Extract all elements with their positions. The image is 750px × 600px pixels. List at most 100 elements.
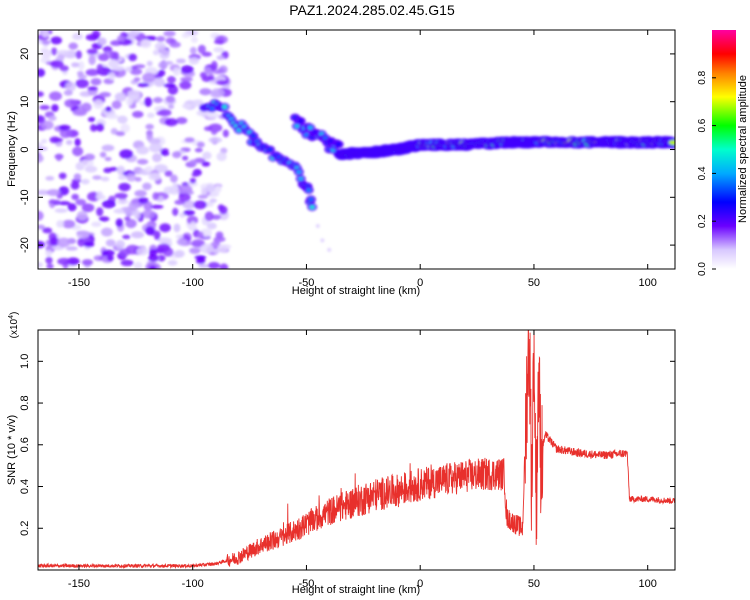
spectrogram-noise-blob <box>181 103 192 109</box>
spectrogram-noise-blob <box>146 112 155 118</box>
snr-x-tick-label: -150 <box>68 578 90 590</box>
spectrogram-noise-blob <box>152 153 162 163</box>
spectrogram-noise-blob <box>142 182 152 191</box>
spectrogram-noise-blob <box>38 68 46 77</box>
spectrogram-noise-blob <box>49 237 60 247</box>
spectrogram-noise-blob <box>213 69 222 75</box>
spectrogram-noise-blob <box>66 257 80 266</box>
snr-y-tick-label: 0.6 <box>19 437 31 452</box>
spectrogram-noise-blob <box>134 190 147 197</box>
spectrogram-noise-blob <box>189 221 197 230</box>
spectrogram-noise-blob <box>178 192 191 202</box>
spectrogram-noise-blob <box>176 117 188 125</box>
snr-multiplier: (x104) <box>8 312 20 339</box>
spectrogram-noise-blob <box>41 120 54 130</box>
spectrogram-noise-blob <box>38 142 44 147</box>
spectrogram-noise-blob <box>165 95 175 103</box>
spectrogram-noise-blob <box>168 104 175 110</box>
spectrogram-faint-blob <box>315 223 320 228</box>
spectrogram-noise-blob <box>160 151 170 156</box>
spectrogram-blob-core <box>294 124 300 129</box>
spectrogram-blob-core <box>250 133 256 138</box>
spectrogram-noise-blob <box>75 50 82 60</box>
snr-series-line <box>38 330 675 570</box>
snr-y-tick-label: 0.2 <box>19 521 31 536</box>
spectrogram-noise-blob <box>97 53 110 62</box>
spectrogram-blob-core <box>298 119 304 124</box>
spectrogram-noise-blob <box>206 111 219 119</box>
spectrogram-noise-blob <box>134 176 142 182</box>
spectrogram-noise-blob <box>196 141 205 148</box>
spectrogram-noise-blob <box>92 175 102 180</box>
snr-panel: -150 -100 -50 0 50 100 0.2 0.4 0.6 0.8 1.0 Height… <box>6 312 676 596</box>
spectrogram-noise-blob <box>145 226 155 236</box>
spectrogram-noise-blob <box>38 240 46 249</box>
spectrogram-noise-blob <box>125 244 140 255</box>
spectrogram-blob-core <box>308 197 314 202</box>
spectrogram-noise-blob <box>159 223 171 233</box>
spectrogram-noise-blob <box>48 199 61 204</box>
spectrogram-noise-blob <box>167 260 178 266</box>
spectrogram-noise-blob <box>148 254 159 262</box>
spectrogram-noise-blob <box>40 47 49 53</box>
spectrogram-x-ticks: -150 -100 -50 0 50 100 <box>68 30 657 289</box>
spectrogram-noise-blob <box>156 36 166 42</box>
spectrogram-blob-layer <box>38 30 675 269</box>
spectrogram-noise-blob <box>41 138 48 144</box>
spectrogram-noise-blob <box>145 123 154 130</box>
spectrogram-noise-blob <box>193 200 207 210</box>
snr-y-tick-label: 1.0 <box>19 354 31 369</box>
spectrogram-noise-blob <box>99 91 112 98</box>
spectrogram-noise-blob <box>180 77 193 82</box>
spectrogram-blob-core <box>298 176 304 181</box>
spectrogram-y-tick-label: 20 <box>19 48 31 60</box>
colorbar: 0.0 0.2 0.4 0.6 0.8 Normalized spectral ampl… <box>697 30 749 276</box>
spectrogram-noise-blob <box>183 209 195 216</box>
spectrogram-noise-blob <box>100 227 113 237</box>
colorbar-tick-label: 0.0 <box>697 262 708 276</box>
spectrogram-noise-blob <box>159 49 170 60</box>
spectrogram-noise-blob <box>65 81 76 92</box>
snr-x-tick-label: -100 <box>182 578 204 590</box>
colorbar-ticks: 0.0 0.2 0.4 0.6 0.8 <box>697 70 716 276</box>
spectrogram-noise-blob <box>179 80 192 90</box>
spectrogram-y-tick-label: -10 <box>19 189 31 205</box>
spectrogram-noise-blob <box>101 249 115 257</box>
spectrogram-noise-blob <box>208 136 223 144</box>
spectrogram-noise-blob <box>84 165 98 173</box>
spectrogram-y-ticks: -20 -10 0 10 20 <box>19 48 675 253</box>
spectrogram-noise-blob <box>58 201 71 206</box>
spectrogram-noise-blob <box>114 92 127 102</box>
spectrogram-noise-blob <box>38 189 50 196</box>
spectrogram-noise-blob <box>222 129 229 138</box>
spectrogram-noise-blob <box>136 145 150 155</box>
spectrogram-noise-blob <box>45 176 55 181</box>
spectrogram-noise-blob <box>124 216 131 221</box>
spectrogram-noise-blob <box>152 49 160 56</box>
spectrogram-noise-blob <box>38 91 44 97</box>
spectrogram-noise-blob <box>181 155 189 161</box>
spectrogram-noise-blob <box>81 203 95 213</box>
spectrogram-noise-blob <box>75 198 87 206</box>
spectrogram-noise-blob <box>39 105 50 110</box>
spectrogram-noise-blob <box>42 227 53 234</box>
spectrogram-noise-blob <box>198 263 210 269</box>
spectrogram-noise-blob <box>50 36 62 45</box>
spectrogram-noise-blob <box>200 243 214 254</box>
spectrogram-noise-blob <box>189 247 201 255</box>
spectrogram-noise-blob <box>72 146 84 157</box>
spectrogram-noise-blob <box>120 259 134 267</box>
spectrogram-noise-blob <box>46 189 61 196</box>
spectrogram-noise-blob <box>125 218 137 229</box>
spectrogram-noise-blob <box>157 243 171 252</box>
spectrogram-noise-blob <box>138 197 149 204</box>
spectrogram-noise-blob <box>64 98 78 108</box>
spectrogram-noise-blob <box>96 123 105 132</box>
spectrogram-noise-blob <box>59 128 72 139</box>
spectrogram-noise-blob <box>215 80 229 86</box>
spectrogram-noise-blob <box>187 181 198 187</box>
spectrogram-noise-blob <box>184 137 195 143</box>
spectrogram-noise-blob <box>146 60 153 67</box>
snr-x-ticks: -150 -100 -50 0 50 100 <box>68 330 657 590</box>
spectrogram-noise-blob <box>50 60 64 69</box>
